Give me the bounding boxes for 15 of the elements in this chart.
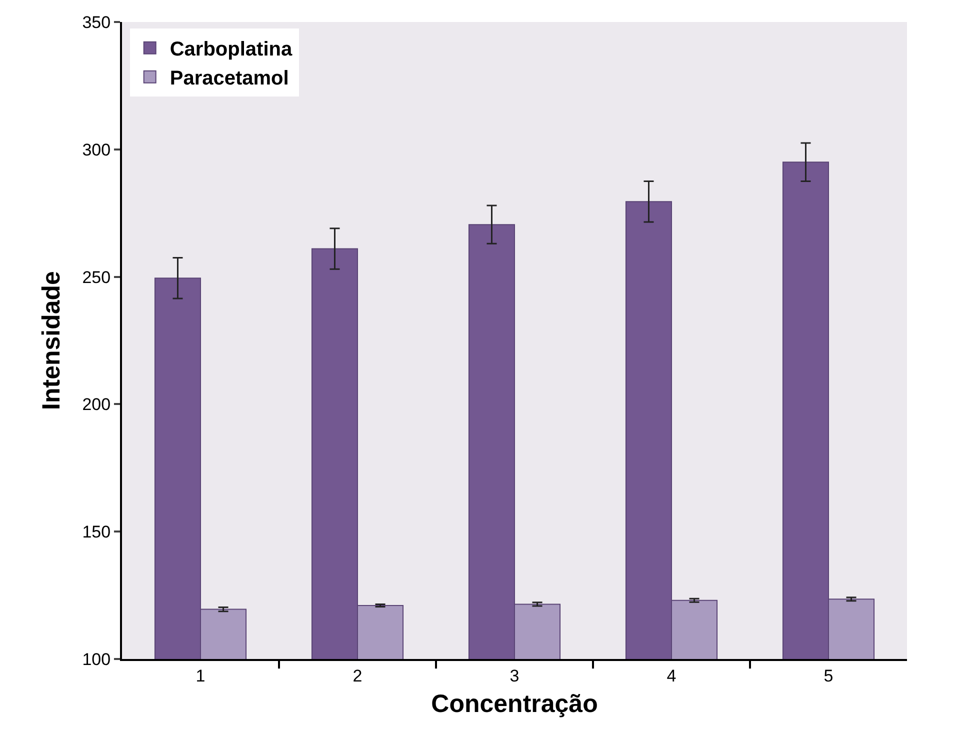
legend-label: Carboplatina: [170, 38, 293, 61]
x-tick-label: 2: [352, 666, 362, 686]
y-tick-label: 100: [82, 650, 111, 669]
x-axis-title: Concentração: [431, 690, 598, 718]
y-axis-title: Intensidade: [37, 270, 66, 410]
y-tick-label: 150: [82, 522, 111, 542]
x-tick-label: 3: [510, 666, 520, 686]
y-tick-label: 300: [82, 140, 111, 160]
legend-label: Paracetamol: [170, 68, 289, 90]
x-tick-label: 4: [666, 666, 676, 686]
y-tick-label: 350: [82, 12, 111, 32]
x-tick-label: 5: [824, 666, 834, 686]
y-tick-label: 200: [82, 395, 111, 414]
y-tick-label: 250: [82, 268, 111, 287]
x-tick-label: 1: [196, 666, 206, 686]
